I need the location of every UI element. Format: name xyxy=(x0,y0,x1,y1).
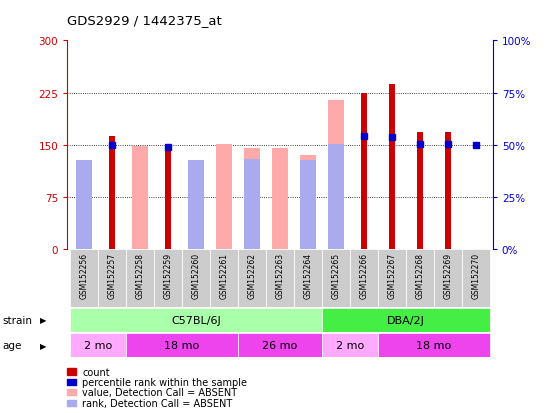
Text: GSM152259: GSM152259 xyxy=(164,253,172,299)
Text: strain: strain xyxy=(3,315,33,325)
Text: GSM152268: GSM152268 xyxy=(416,253,424,299)
Bar xyxy=(166,146,170,250)
Text: GSM152256: GSM152256 xyxy=(80,253,88,299)
Bar xyxy=(406,250,434,308)
Bar xyxy=(188,161,204,250)
Bar xyxy=(98,250,126,308)
Text: rank, Detection Call = ABSENT: rank, Detection Call = ABSENT xyxy=(82,398,232,408)
Bar xyxy=(350,250,378,308)
Bar xyxy=(272,149,288,250)
Bar xyxy=(70,333,126,357)
Text: GSM152270: GSM152270 xyxy=(472,253,480,299)
Text: GSM152263: GSM152263 xyxy=(276,253,284,299)
Text: 2 mo: 2 mo xyxy=(336,340,364,350)
Bar xyxy=(300,161,316,250)
Text: GSM152264: GSM152264 xyxy=(304,253,312,299)
Bar xyxy=(362,93,366,250)
Bar xyxy=(154,250,182,308)
Bar xyxy=(322,309,490,332)
Bar xyxy=(328,144,344,250)
Bar xyxy=(188,172,204,250)
Text: GSM152258: GSM152258 xyxy=(136,253,144,299)
Bar xyxy=(266,250,294,308)
Bar xyxy=(378,333,490,357)
Bar xyxy=(322,250,350,308)
Text: GSM152261: GSM152261 xyxy=(220,253,228,299)
Bar xyxy=(390,85,394,250)
Bar xyxy=(244,159,260,250)
Text: 26 mo: 26 mo xyxy=(263,340,297,350)
Bar xyxy=(76,161,92,250)
Bar xyxy=(126,333,238,357)
Text: value, Detection Call = ABSENT: value, Detection Call = ABSENT xyxy=(82,387,237,397)
Bar xyxy=(294,250,322,308)
Text: GSM152260: GSM152260 xyxy=(192,253,200,299)
Bar xyxy=(244,149,260,250)
Text: ▶: ▶ xyxy=(40,341,47,350)
Bar xyxy=(76,161,92,250)
Text: C57BL/6J: C57BL/6J xyxy=(171,316,221,325)
Text: 18 mo: 18 mo xyxy=(165,340,199,350)
Text: 2 mo: 2 mo xyxy=(84,340,112,350)
Text: GSM152267: GSM152267 xyxy=(388,253,396,299)
Bar xyxy=(70,250,98,308)
Bar xyxy=(328,100,344,250)
Text: age: age xyxy=(3,340,22,350)
Bar xyxy=(418,133,422,250)
Bar xyxy=(182,250,210,308)
Bar xyxy=(238,250,266,308)
Text: GSM152266: GSM152266 xyxy=(360,253,368,299)
Bar xyxy=(126,250,154,308)
Bar xyxy=(210,250,238,308)
Bar xyxy=(216,145,232,250)
Bar xyxy=(462,250,490,308)
Bar xyxy=(378,250,406,308)
Bar xyxy=(110,137,114,250)
Text: GSM152269: GSM152269 xyxy=(444,253,452,299)
Text: GDS2929 / 1442375_at: GDS2929 / 1442375_at xyxy=(67,14,222,27)
Bar xyxy=(238,333,322,357)
Text: percentile rank within the sample: percentile rank within the sample xyxy=(82,377,248,387)
Text: count: count xyxy=(82,367,110,377)
Bar xyxy=(434,250,462,308)
Bar xyxy=(132,147,148,250)
Bar xyxy=(300,156,316,250)
Text: GSM152265: GSM152265 xyxy=(332,253,340,299)
Text: GSM152262: GSM152262 xyxy=(248,253,256,299)
Text: 18 mo: 18 mo xyxy=(417,340,451,350)
Bar xyxy=(70,309,322,332)
Text: GSM152257: GSM152257 xyxy=(108,253,116,299)
Bar xyxy=(322,333,378,357)
Bar xyxy=(446,133,450,250)
Text: DBA/2J: DBA/2J xyxy=(387,316,425,325)
Text: ▶: ▶ xyxy=(40,316,47,325)
